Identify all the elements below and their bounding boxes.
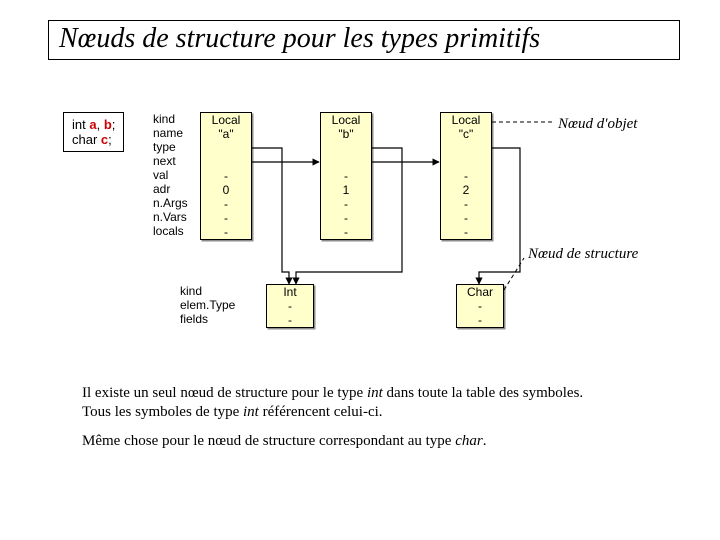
fl-nvars: n.Vars [153,210,188,224]
object-field-labels: kind name type next val adr n.Args n.Var… [153,112,188,238]
fl-locals: locals [153,224,188,238]
p3a: Même chose pour le nœud de structure cor… [82,433,455,449]
c-nargs: - [441,197,491,211]
p2-int: int [243,404,259,420]
p1a: Il existe un seul nœud de structure pour… [82,385,367,401]
decl-line-1: int a, b; [72,117,115,132]
b-nargs: - [321,197,371,211]
declaration-box: int a, b; char c; [63,112,124,152]
c-nvars: - [441,211,491,225]
a-type [201,141,251,155]
a-adr: 0 [201,183,251,197]
a-nvars: - [201,211,251,225]
connector-lines [0,0,720,540]
fl-val: val [153,168,188,182]
body-text: Il existe un seul nœud de structure pour… [82,384,672,451]
fl-adr: adr [153,182,188,196]
c-type [441,141,491,155]
p2a: Tous les symboles de type [82,404,243,420]
decl-comma: , [97,117,104,132]
object-node-b: Local "b" - 1 - - - [320,112,372,240]
para-2: Tous les symboles de type int référencen… [82,403,672,422]
p1b: dans toute la table des symboles. [383,385,583,401]
decl-char-kw: char [72,132,101,147]
int-elemtype: - [267,299,313,313]
struct-node-char: Char - - [456,284,504,328]
fl-name: name [153,126,188,140]
fl-next: next [153,154,188,168]
struct-node-int: Int - - [266,284,314,328]
p2b: référencent celui-ci. [259,404,383,420]
sl-kind: kind [180,284,235,298]
b-val: - [321,169,371,183]
annot-object-text: Nœud d'objet [558,116,637,132]
para-3: Même chose pour le nœud de structure cor… [82,432,672,451]
c-adr: 2 [441,183,491,197]
a-nargs: - [201,197,251,211]
a-name: "a" [201,127,251,141]
b-locals: - [321,225,371,239]
decl-semi-2: ; [108,132,112,147]
b-kind: Local [321,113,371,127]
para-1: Il existe un seul nœud de structure pour… [82,384,672,403]
fl-type: type [153,140,188,154]
a-next [201,155,251,169]
decl-var-b: b [104,117,112,132]
annot-object-node: Nœud d'objet [558,116,637,133]
int-fields: - [267,313,313,327]
object-node-c: Local "c" - 2 - - - [440,112,492,240]
decl-line-2: char c; [72,132,115,147]
object-node-a: Local "a" - 0 - - - [200,112,252,240]
char-kind: Char [457,285,503,299]
a-kind: Local [201,113,251,127]
a-val: - [201,169,251,183]
struct-field-labels: kind elem.Type fields [180,284,235,326]
p3b: . [483,433,487,449]
annot-struct-node: Nœud de structure [528,246,638,263]
b-type [321,141,371,155]
c-kind: Local [441,113,491,127]
decl-semi-1: ; [112,117,116,132]
p1-int: int [367,385,383,401]
b-adr: 1 [321,183,371,197]
int-kind: Int [267,285,313,299]
fl-kind: kind [153,112,188,126]
c-next [441,155,491,169]
sl-elemtype: elem.Type [180,298,235,312]
c-name: "c" [441,127,491,141]
b-name: "b" [321,127,371,141]
c-val: - [441,169,491,183]
decl-int-kw: int [72,117,89,132]
p3-char: char [455,433,483,449]
title-text: Nœuds de structure pour les types primit… [59,23,540,54]
b-nvars: - [321,211,371,225]
c-locals: - [441,225,491,239]
fl-nargs: n.Args [153,196,188,210]
char-fields: - [457,313,503,327]
a-locals: - [201,225,251,239]
char-elemtype: - [457,299,503,313]
slide-title: Nœuds de structure pour les types primit… [48,20,680,60]
b-next [321,155,371,169]
decl-var-a: a [89,117,96,132]
sl-fields: fields [180,312,235,326]
annot-struct-text: Nœud de structure [528,246,638,262]
